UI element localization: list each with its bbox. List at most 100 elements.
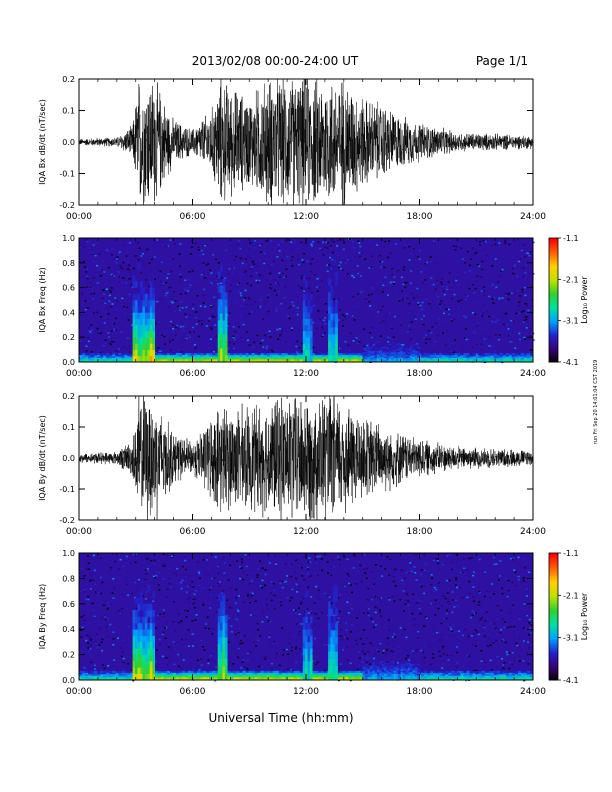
spectrogram-cell [224,320,228,328]
spectrogram-cell [351,591,353,594]
spectrogram-cell [118,360,122,363]
spectrogram-cell [102,301,105,303]
spectrogram-cell [184,609,187,612]
spectrogram-cell [175,356,180,358]
spectrogram-cell [407,355,411,357]
spectrogram-cell [393,350,397,353]
spectrogram-cell [284,302,287,304]
spectrogram-cell [412,353,416,356]
spectrogram-cell [112,672,116,675]
spectrogram-cell [307,343,311,350]
spectrogram-cell [372,356,375,359]
spectrogram-cell [137,343,141,350]
spectrogram-cell [493,317,496,320]
spectrogram-cell [157,347,160,349]
spectrogram-cell [254,359,258,361]
spectrogram-cell [478,265,481,267]
spectrogram-cell [188,354,192,357]
spectrogram-cell [369,350,373,353]
spectrogram-cell [215,335,218,337]
spectrogram-cell [370,571,373,573]
spectrogram-cell [109,294,111,297]
spectrogram-cell [278,670,283,673]
spectrogram-cell [530,251,532,253]
spectrogram-cell [295,577,298,580]
spectrogram-cell [352,296,355,298]
spectrogram-cell [206,670,210,673]
spectrogram-cell [357,356,361,358]
spectrogram-cell [175,675,180,678]
spectrogram-cell [397,577,400,579]
spectrogram-cell [390,345,393,348]
spectrogram-cell [475,359,479,361]
spectrogram-cell [194,353,198,355]
spectrogram-cell [437,607,440,610]
spectrogram-cell [284,673,289,676]
spectrogram-cell [414,359,418,361]
spectrogram-cell [114,560,117,563]
spectrogram-cell [262,610,265,613]
spectrogram-cell [176,336,179,339]
spectrogram-cell [330,299,334,307]
spectrogram-cell [88,675,92,678]
spectrogram-cell [523,357,528,360]
spectrogram-cell [429,261,432,263]
spectrogram-cell [96,311,99,314]
spectrogram-cell [113,659,116,661]
colorbar-step [549,310,558,313]
spectrogram-cell [191,672,195,675]
spectrogram-cell [273,589,276,592]
spectrogram-cell [487,356,491,358]
spectrogram-cell [261,586,264,589]
spectrogram-cell [470,557,473,559]
spectrogram-cell [335,348,338,356]
spectrogram-cell [121,672,125,675]
spectrogram-cell [466,353,470,355]
colorbar-step [549,256,558,260]
spectrogram-cell [517,359,522,361]
spectrogram-cell [375,607,378,609]
spectrogram-cell [438,569,441,572]
spectrogram-cell [389,558,392,560]
spectrogram-cell [388,240,391,242]
spectrogram-cell [339,354,343,357]
spectrogram-cell [188,677,192,679]
spectrogram-cell [466,359,470,361]
spectrogram-cell [167,273,170,275]
spectrogram-cell [402,344,405,346]
spectrogram-cell [117,271,120,273]
spectrogram-cell [400,344,403,346]
spectrogram-cell [302,261,305,263]
spectrogram-cell [475,343,478,346]
spectrogram-cell [82,353,86,355]
spectrogram-cell [397,646,400,648]
spectrogram-cell [424,356,428,358]
spectrogram-cell [243,629,246,632]
spectrogram-cell [484,356,488,358]
spectrogram-cell [472,359,476,361]
spectrogram-cell [160,678,165,681]
spectrogram-cell [112,673,116,676]
spectrogram-cell [357,353,361,355]
spectrogram-cell [88,568,90,570]
spectrogram-cell [172,356,177,358]
spectrogram-cell [376,341,380,343]
spectrogram-cell [127,360,131,363]
spectrogram-cell [188,602,191,604]
spectrogram-cell [321,673,325,676]
spectrogram-cell [479,244,482,246]
spectrogram-cell [251,677,255,679]
spectrogram-cell [329,256,331,259]
series-line [78,78,534,206]
spectrogram-cell [493,296,496,299]
spectrogram-cell [520,311,523,313]
spectrogram-cell [283,628,286,631]
spectrogram-cell [487,354,491,357]
spectrogram-cell [152,331,155,338]
spectrogram-cell [381,357,385,360]
colorbar-step [549,279,558,282]
spectrogram-cell [354,356,358,358]
spectrogram-cell [107,607,110,610]
spectrogram-cell [216,275,219,278]
spectrogram-cell [290,672,295,675]
